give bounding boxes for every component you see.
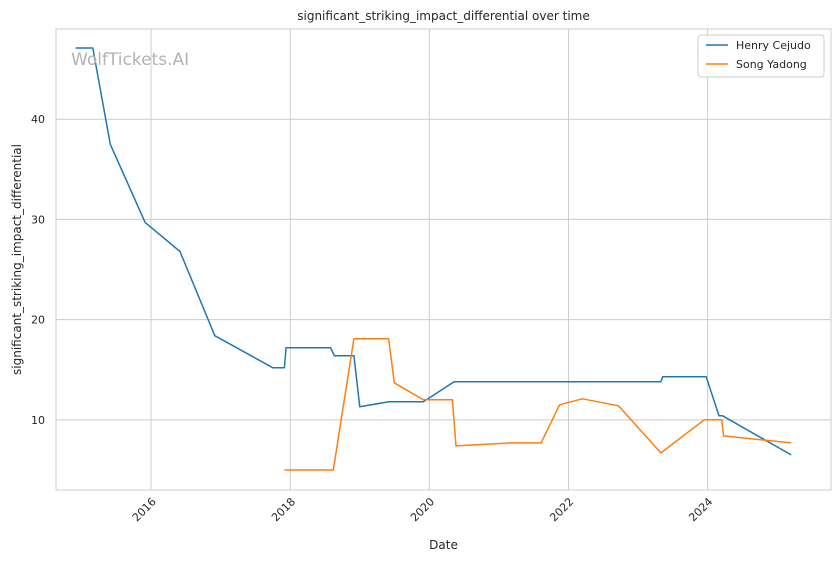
x-axis-label: Date [429,538,458,552]
series-line-0 [75,47,792,456]
plot-frame [55,28,832,491]
y-tick-label: 10 [31,414,45,427]
legend-label-1: Song Yadong [736,58,807,71]
legend-label-0: Henry Cejudo [736,39,811,52]
y-tick-label: 30 [31,213,45,226]
y-axis: 10 20 30 40 [31,113,45,427]
series-line-1 [284,337,792,471]
legend-box [697,34,825,78]
chart-title: significant_striking_impact_differential… [297,9,589,23]
y-tick-label: 20 [31,314,45,327]
series-lines [75,47,792,471]
y-tick-label: 40 [31,113,45,126]
watermark: WolfTickets.AI [71,50,189,70]
y-axis-label: significant_striking_impact_differential [10,144,24,375]
grid [56,29,831,490]
legend: Henry Cejudo Song Yadong [697,34,825,78]
